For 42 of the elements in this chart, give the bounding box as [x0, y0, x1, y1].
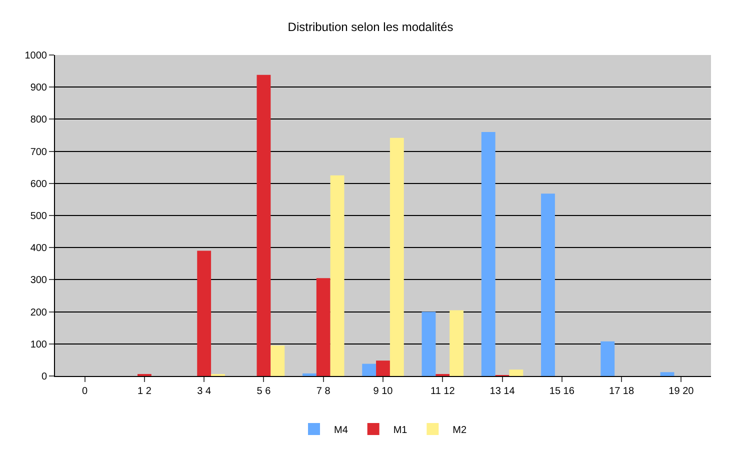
x-tick-label: 1 2: [137, 386, 152, 397]
bar: [660, 372, 674, 376]
bar: [302, 373, 316, 376]
legend-label: M2: [452, 424, 467, 436]
bar: [197, 250, 212, 376]
y-tick-label: 900: [30, 82, 48, 94]
bar: [422, 312, 436, 376]
y-tick-label: 600: [30, 178, 48, 190]
x-tick-label: 5 6: [256, 386, 272, 397]
bar: [270, 346, 285, 376]
x-tick-label: 13 14: [490, 386, 516, 397]
y-tick-label: 1000: [24, 50, 48, 62]
y-tick-label: 700: [30, 146, 48, 158]
bar: [362, 364, 376, 376]
bar: [376, 360, 390, 376]
x-tick-label: 19 20: [668, 386, 694, 397]
bar: [256, 74, 271, 376]
x-tick-label: 7 8: [316, 386, 331, 397]
y-tick-label: 800: [30, 114, 48, 126]
bar: [509, 370, 524, 376]
x-tick-label: 9 10: [373, 386, 394, 397]
legend-label: M1: [393, 424, 408, 436]
bar: [600, 341, 615, 376]
bar: [390, 138, 404, 376]
y-tick-label: 400: [30, 243, 48, 254]
legend-label: M4: [334, 424, 348, 436]
y-tick-label: 500: [30, 211, 48, 222]
y-tick-label: 300: [30, 275, 48, 286]
bar: [316, 278, 330, 376]
x-tick-label: 17 18: [609, 386, 634, 397]
bar: [481, 132, 496, 376]
y-tick-label: 100: [30, 339, 48, 350]
bar: [450, 310, 464, 376]
bar: [330, 175, 344, 376]
x-tick-label: 0: [82, 386, 88, 397]
x-tick-label: 11 12: [430, 386, 456, 397]
y-tick-label: 200: [30, 307, 48, 318]
chart-title: Distribution selon les modalités: [288, 20, 454, 34]
x-tick-label: 15 16: [549, 386, 575, 397]
y-tick-label: 0: [41, 372, 48, 382]
x-tick-label: 3 4: [197, 386, 212, 397]
bar: [541, 194, 555, 376]
